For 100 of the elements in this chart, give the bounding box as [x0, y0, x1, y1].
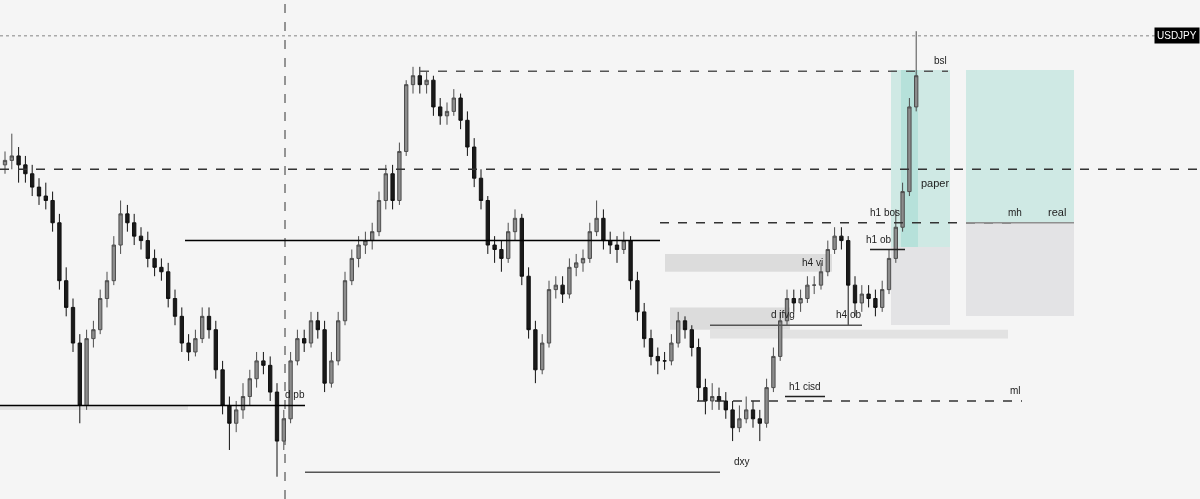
- candlestick: [383, 164, 388, 210]
- candlestick: [9, 133, 14, 170]
- candlestick: [512, 208, 518, 242]
- candlestick: [274, 382, 280, 478]
- candlestick: [349, 249, 354, 286]
- candlestick: [499, 240, 504, 273]
- candlestick: [614, 235, 620, 264]
- candlestick: [302, 329, 307, 353]
- candlestick: [648, 329, 654, 366]
- candlestick: [329, 351, 334, 389]
- candlestick: [438, 97, 443, 126]
- candlestick: [635, 271, 640, 322]
- candlestick: [308, 311, 314, 349]
- candlestick: [682, 315, 688, 340]
- candlestick: [594, 199, 599, 237]
- candlestick: [295, 329, 300, 366]
- candlestick: [798, 289, 803, 313]
- ref-line-label: d pb: [285, 389, 305, 400]
- candlestick: [152, 249, 157, 277]
- candlestick: [886, 249, 892, 295]
- candlestick: [125, 204, 130, 233]
- candlestick: [91, 320, 96, 349]
- candlestick: [322, 320, 327, 393]
- candlestick: [431, 75, 436, 117]
- candlestick: [506, 222, 511, 264]
- candlestick: [519, 213, 524, 286]
- candlestick: [900, 182, 905, 233]
- candlestick: [240, 382, 246, 420]
- candlestick: [247, 369, 252, 406]
- candlestick: [757, 409, 762, 442]
- candlestick: [880, 280, 885, 313]
- candlestick: [764, 378, 769, 429]
- candlestick: [179, 306, 184, 353]
- candlestick: [410, 66, 416, 95]
- candlestick: [138, 226, 144, 250]
- candlestick: [846, 235, 851, 326]
- ref-line-label: dxy: [734, 456, 750, 467]
- candlestick: [642, 302, 647, 349]
- candlestick: [200, 306, 205, 344]
- candlestick: [281, 409, 286, 451]
- ref-line-label: mh: [1008, 207, 1022, 218]
- candlestick: [839, 226, 844, 250]
- candlestick: [159, 257, 164, 282]
- candlestick: [859, 284, 864, 313]
- candlestick: [560, 275, 565, 304]
- candlestick: [669, 333, 674, 366]
- text: paper: [921, 177, 950, 189]
- candlestick: [628, 235, 633, 291]
- candlestick: [50, 191, 55, 233]
- candlestick: [84, 329, 89, 411]
- candlestick: [57, 213, 62, 291]
- candlestick: [186, 333, 191, 362]
- candlestick: [36, 177, 42, 206]
- candlestick: [546, 280, 552, 349]
- candlestick: [2, 150, 8, 175]
- candlestick: [64, 266, 69, 317]
- candlestick: [696, 338, 701, 402]
- candlestick: [166, 262, 171, 308]
- candlestick: [234, 400, 239, 433]
- candlestick: [444, 101, 450, 126]
- candlestick: [132, 213, 137, 246]
- candlestick: [23, 155, 28, 184]
- candlestick: [771, 347, 776, 393]
- candlestick: [907, 97, 912, 197]
- candlestick: [676, 311, 681, 349]
- candlestick: [492, 235, 497, 264]
- candlestick: [587, 222, 592, 264]
- band-label: h4 vi: [802, 257, 824, 268]
- candlestick: [390, 164, 395, 210]
- candlestick: [465, 110, 470, 157]
- candlestick: [206, 306, 212, 340]
- text: real: [1048, 206, 1067, 218]
- candlestick: [451, 88, 456, 117]
- candlestick: [737, 404, 742, 433]
- candlestick: [213, 320, 218, 380]
- candlestick: [533, 320, 538, 384]
- candlestick: [540, 333, 545, 375]
- candlestick: [723, 391, 728, 420]
- candlestick: [662, 351, 667, 371]
- candlestick: [342, 271, 348, 326]
- candlestick: [43, 182, 48, 210]
- candlestick: [825, 240, 830, 277]
- candlestick: [227, 396, 232, 451]
- candlestick: [655, 347, 660, 375]
- ref-line-label: h1 ob: [866, 234, 892, 245]
- candlestick: [832, 226, 837, 255]
- candlestick: [193, 329, 198, 357]
- candlestick: [866, 284, 871, 308]
- candlestick: [621, 231, 626, 255]
- candlestick: [553, 275, 558, 300]
- candlestick: [336, 311, 341, 366]
- candlestick: [458, 93, 463, 130]
- candlestick: [580, 249, 586, 273]
- candlestick: [716, 387, 722, 411]
- candlestick: [710, 382, 715, 411]
- candlestick: [472, 137, 477, 188]
- candlestick: [601, 208, 606, 250]
- candlestick: [98, 289, 103, 335]
- candlestick: [363, 231, 368, 255]
- ref-line-label: h4 ob: [836, 309, 862, 320]
